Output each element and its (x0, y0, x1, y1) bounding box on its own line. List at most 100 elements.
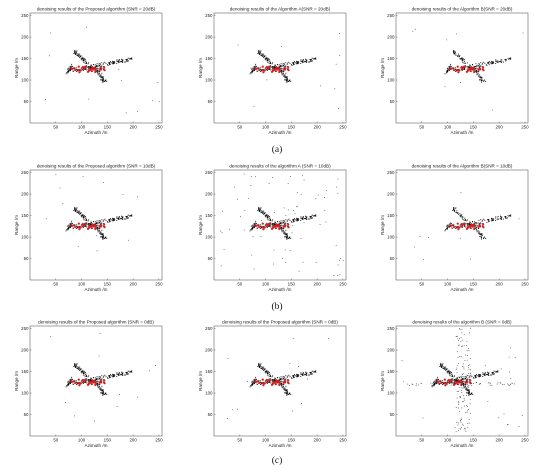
scatter-point (74, 208, 76, 210)
scatter-point (100, 236, 102, 238)
scatter-point (101, 78, 103, 80)
scatter-point (442, 366, 444, 368)
scatter-point (83, 382, 84, 384)
scatter-point-hot (94, 227, 97, 231)
scatter-point (99, 379, 101, 381)
scatter-point (440, 364, 442, 366)
scatter-point (314, 371, 316, 372)
scatter-point (303, 374, 305, 376)
scatter-point (260, 226, 262, 228)
scatter-point (491, 62, 493, 64)
scatter-point (312, 57, 314, 59)
scatter-point (297, 219, 299, 221)
noise-point (453, 382, 454, 384)
scatter-point (285, 234, 287, 235)
noise-point (303, 222, 305, 223)
scatter-point (97, 385, 99, 387)
scatter-point (470, 374, 472, 376)
noise-point (468, 387, 470, 389)
scatter-point (311, 370, 313, 372)
scatter-point (469, 391, 470, 393)
scatter-point (122, 373, 124, 375)
scatter-point (271, 380, 273, 382)
noise-point (86, 26, 87, 28)
scatter-point (266, 215, 268, 217)
scatter-point (74, 365, 76, 367)
scatter-point (310, 217, 312, 219)
scatter-point (273, 67, 275, 69)
noise-point (458, 422, 459, 424)
scatter-point (282, 63, 284, 65)
scatter-point (68, 382, 70, 384)
scatter-point (88, 380, 90, 382)
scatter-point (281, 231, 283, 233)
target-points (412, 28, 524, 111)
scatter-point (254, 225, 255, 227)
noise-point (458, 402, 460, 403)
scatter-point (256, 227, 258, 229)
scatter-point (498, 61, 500, 63)
noise-point (460, 387, 462, 389)
scatter-point (259, 50, 261, 52)
scatter-point (86, 219, 87, 221)
noise-point (247, 381, 248, 383)
scatter-point (268, 59, 270, 60)
scatter-point (461, 226, 463, 228)
noise-point (471, 382, 473, 384)
subplot-9: denoising results of the algorithm B (SN… (380, 320, 529, 449)
scatter-point (269, 67, 271, 69)
scatter-point (76, 381, 78, 383)
scatter-point (292, 375, 294, 377)
noise-point (288, 209, 289, 211)
noise-point (455, 369, 457, 370)
scatter-point (121, 217, 123, 219)
scatter-point (83, 57, 85, 59)
noise-point (460, 384, 462, 386)
scatter-point (101, 392, 103, 394)
scatter-point (290, 393, 292, 395)
scatter-point (433, 383, 435, 385)
scatter-point (74, 364, 76, 366)
scatter-point (482, 376, 484, 377)
scatter-point (125, 58, 127, 60)
noise-point (496, 383, 498, 385)
scatter-point (126, 59, 128, 60)
scatter-point (480, 375, 482, 377)
noise-point (121, 79, 122, 81)
scatter-point (78, 368, 80, 370)
scatter-point (440, 364, 442, 366)
scatter-point (297, 375, 298, 377)
scatter-point (96, 220, 98, 222)
scatter-point (495, 217, 497, 219)
scatter-point (100, 233, 102, 235)
x-tick-label: 200 (129, 438, 137, 443)
noise-point (464, 429, 466, 431)
scatter-point (454, 52, 456, 54)
scatter-point (285, 391, 287, 393)
scatter-point (485, 64, 487, 66)
scatter-point (260, 228, 261, 230)
y-axis-label: Range /m (14, 58, 19, 78)
scatter-point (66, 229, 68, 231)
scatter-point (89, 380, 91, 382)
scatter-point (260, 210, 262, 212)
scatter-point (272, 67, 274, 69)
scatter-point (74, 207, 76, 209)
scatter-point (477, 70, 479, 72)
scatter-point-hot (282, 381, 285, 384)
scatter-point (301, 60, 303, 62)
y-tick-label: 150 (21, 213, 29, 218)
scatter-point (90, 65, 92, 67)
scatter-point (82, 57, 84, 59)
scatter-point (90, 380, 92, 382)
scatter-point (262, 367, 264, 369)
scatter-point (69, 226, 71, 228)
scatter-point-hot (459, 379, 462, 382)
y-tick-label: 50 (24, 99, 29, 104)
scatter-point (97, 382, 99, 384)
y-tick-label: 100 (205, 391, 213, 396)
scatter-point (490, 374, 492, 376)
scatter-point (306, 60, 308, 62)
noise-point (244, 210, 246, 211)
scatter-point (499, 61, 501, 63)
